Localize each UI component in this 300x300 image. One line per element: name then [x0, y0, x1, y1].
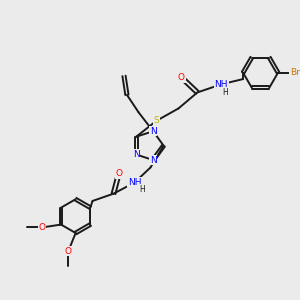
Text: H: H: [140, 184, 146, 194]
Text: N: N: [150, 155, 157, 164]
Text: N: N: [133, 150, 140, 159]
Text: O: O: [115, 169, 122, 178]
Text: H: H: [222, 88, 228, 97]
Text: Br: Br: [290, 68, 300, 77]
Text: NH: NH: [128, 178, 141, 187]
Text: O: O: [65, 247, 72, 256]
Text: O: O: [178, 73, 185, 82]
Text: O: O: [39, 223, 46, 232]
Text: NH: NH: [214, 80, 228, 89]
Text: N: N: [150, 127, 157, 136]
Text: S: S: [154, 116, 160, 125]
